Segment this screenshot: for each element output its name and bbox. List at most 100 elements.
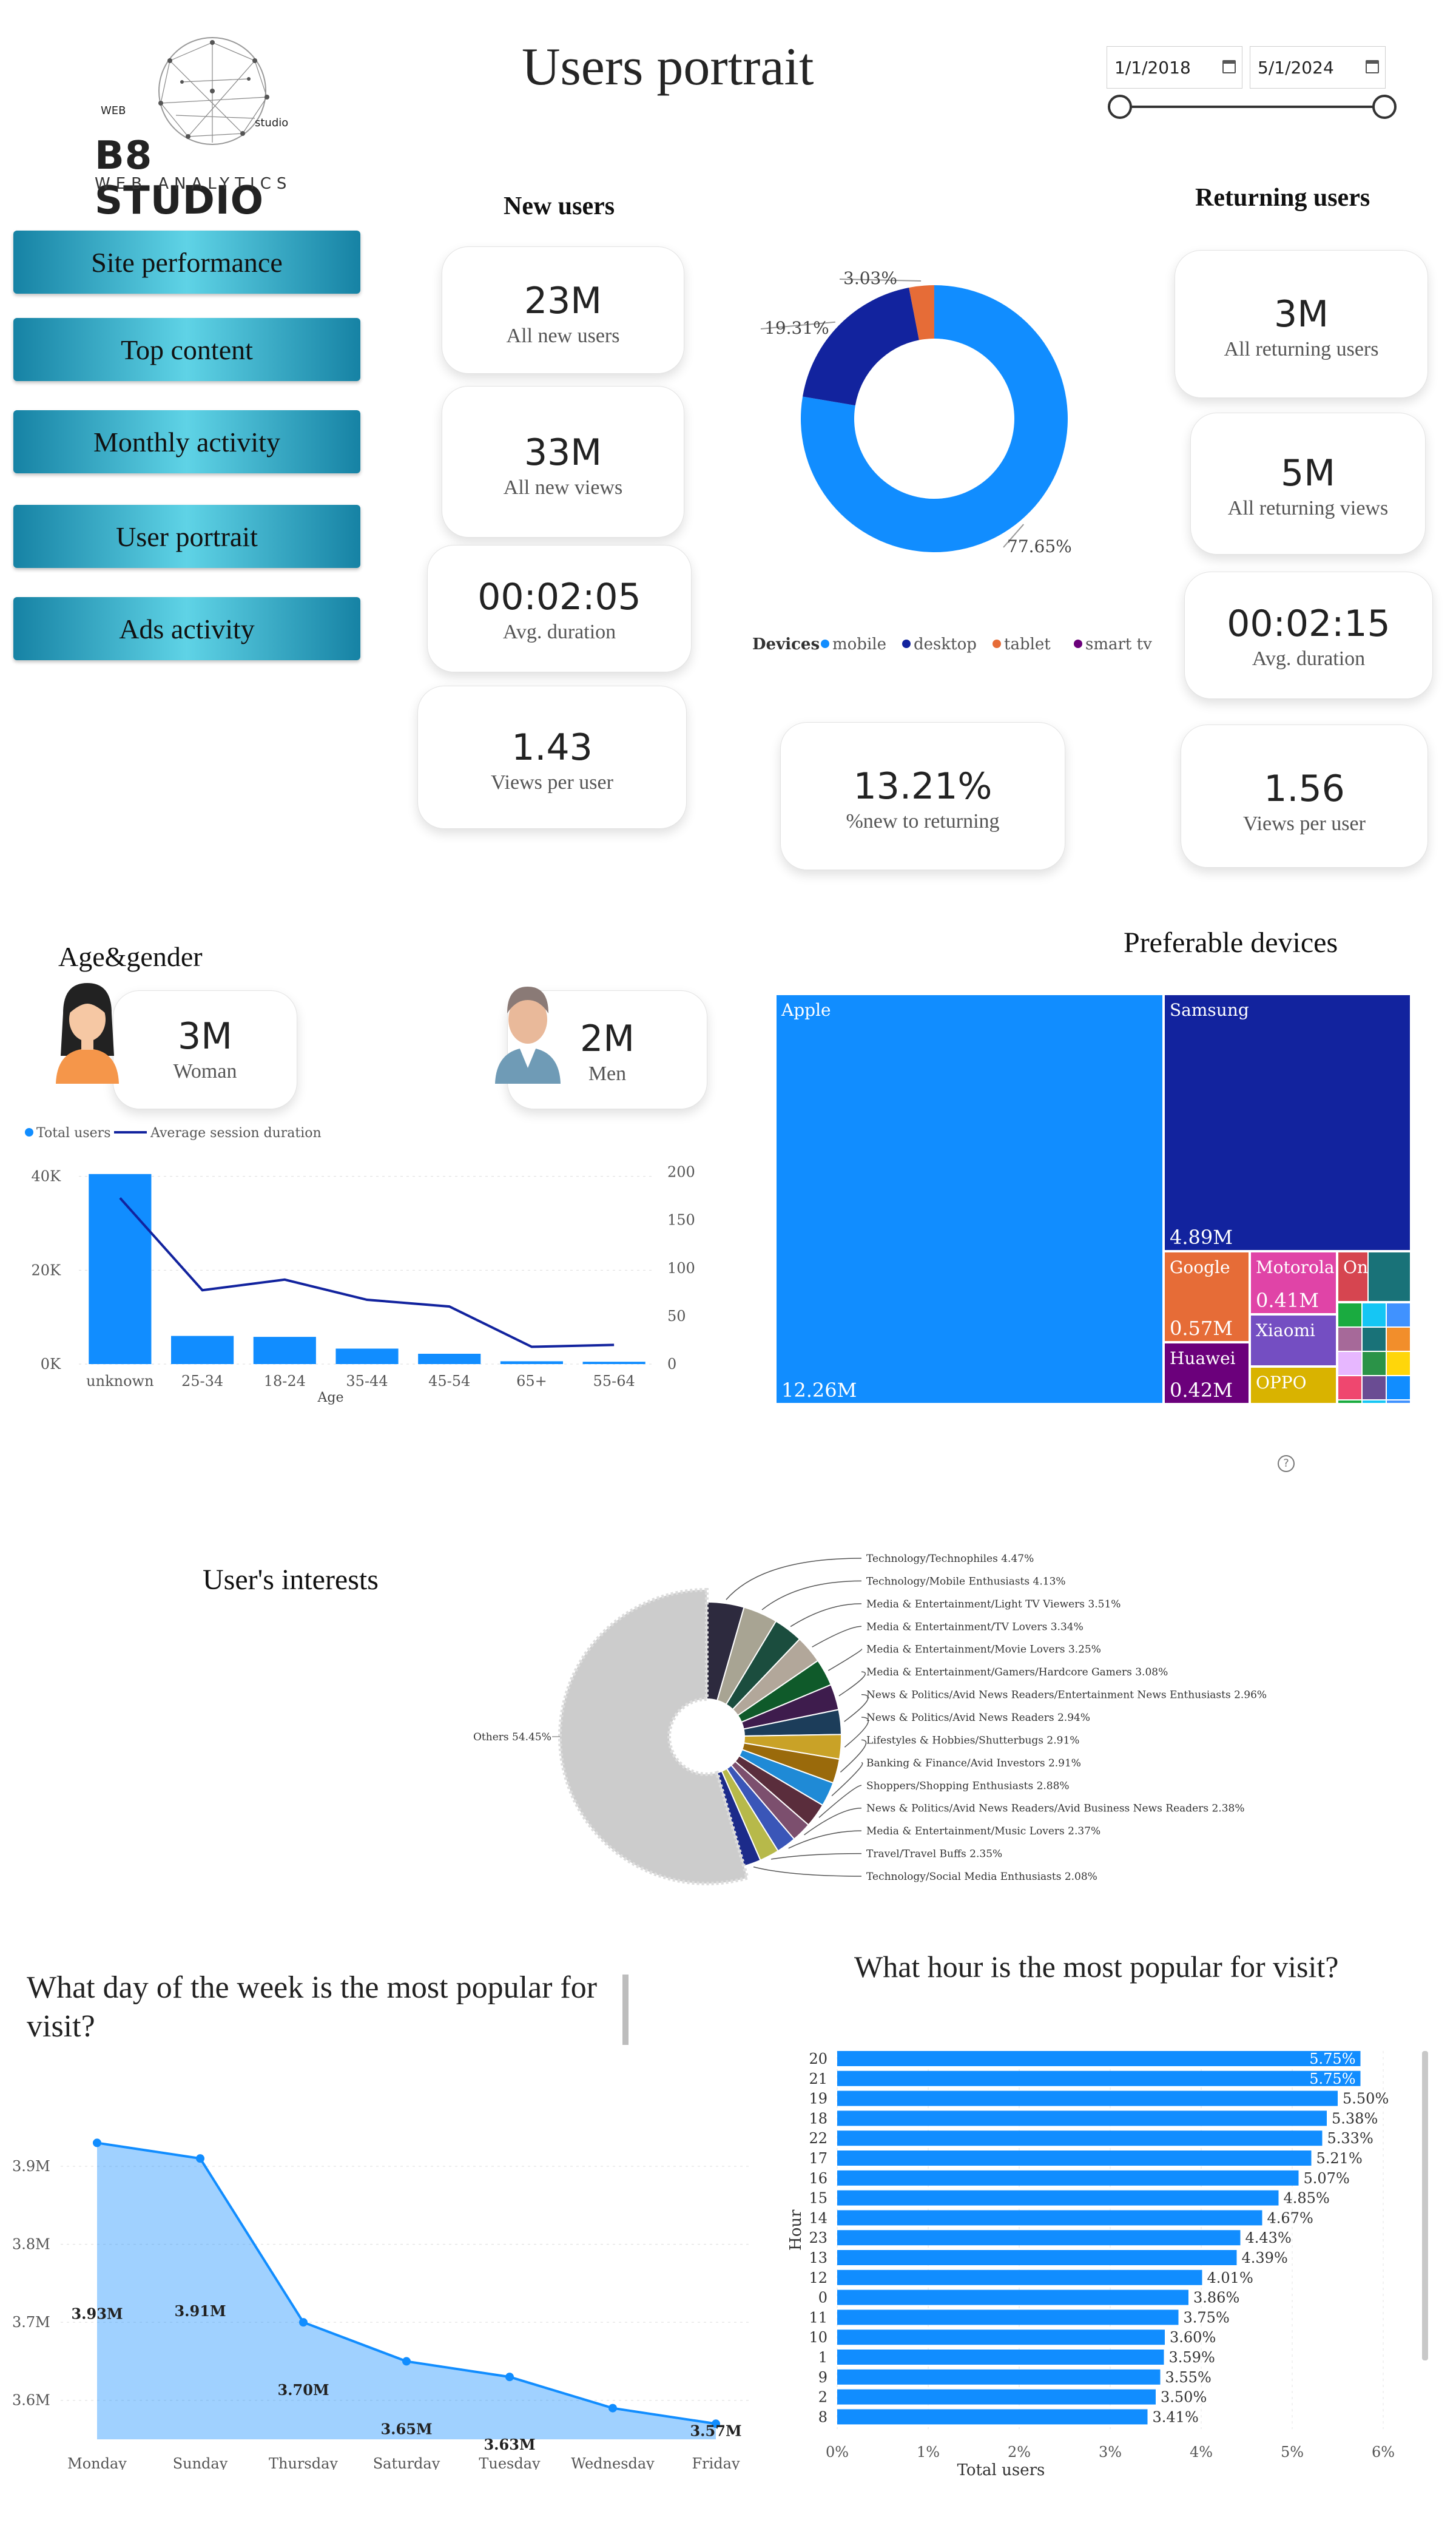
kpi-label: All new users bbox=[506, 325, 620, 347]
point bbox=[299, 2318, 308, 2327]
calendar-icon[interactable] bbox=[1222, 60, 1236, 73]
y-tick-label: 10 bbox=[809, 2329, 827, 2346]
interest-leader bbox=[761, 1580, 862, 1610]
interest-leader bbox=[790, 1603, 862, 1627]
treemap-cell bbox=[1387, 1352, 1410, 1375]
treemap-cell bbox=[777, 995, 1162, 1403]
y-tick-label: 12 bbox=[809, 2269, 827, 2286]
start-date-input[interactable]: 1/1/2018 bbox=[1107, 46, 1242, 89]
data-label: 3.86% bbox=[1193, 2289, 1239, 2306]
bar bbox=[837, 2309, 1179, 2325]
donut-leader bbox=[760, 321, 835, 329]
nav-user-portrait-button[interactable]: User portrait bbox=[13, 505, 360, 568]
legend-item: desktop bbox=[914, 635, 977, 654]
treemap-cell bbox=[1363, 1400, 1386, 1403]
treemap-label: Huawei bbox=[1170, 1348, 1236, 1368]
bar bbox=[837, 2409, 1148, 2425]
x-tick-label: 5% bbox=[1281, 2444, 1304, 2461]
date-slider-track[interactable] bbox=[1119, 106, 1386, 108]
data-label: 3.50% bbox=[1161, 2389, 1207, 2406]
interest-label: Technology/Social Media Enthusiasts 2.08… bbox=[866, 1871, 1097, 1883]
interest-label: Technology/Technophiles 4.47% bbox=[866, 1553, 1034, 1565]
nav-site-performance-button[interactable]: Site performance bbox=[13, 231, 360, 294]
help-icon[interactable]: ? bbox=[1278, 1455, 1295, 1472]
calendar-icon[interactable] bbox=[1366, 60, 1379, 73]
nav-top-content-button[interactable]: Top content bbox=[13, 318, 360, 381]
date-slider-start-handle[interactable] bbox=[1108, 95, 1132, 119]
legend-marker bbox=[993, 640, 1001, 648]
x-tick-label: 35-44 bbox=[346, 1373, 388, 1390]
bar bbox=[837, 2269, 1202, 2285]
treemap-value: 0.42M bbox=[1170, 1379, 1233, 1402]
bar bbox=[582, 1362, 645, 1364]
point bbox=[505, 2373, 514, 2382]
woman-value: 3M bbox=[178, 1015, 232, 1058]
data-label: 5.75% bbox=[1309, 2050, 1355, 2067]
x-tick-label: 3% bbox=[1099, 2444, 1122, 2461]
y-tick-label: 0K bbox=[41, 1356, 61, 1373]
y-tick-label: 11 bbox=[809, 2309, 827, 2326]
legend-title: Devices bbox=[752, 635, 820, 654]
treemap-value: 0.57M bbox=[1170, 1317, 1233, 1340]
y-tick-label: 20K bbox=[32, 1262, 62, 1279]
logo-name: B8 STUDIO bbox=[95, 133, 265, 223]
bar bbox=[837, 2210, 1262, 2226]
treemap-cell bbox=[1338, 1328, 1361, 1351]
treemap-cell bbox=[1363, 1328, 1386, 1351]
data-label: 3.75% bbox=[1184, 2309, 1230, 2326]
nav-monthly-activity-button[interactable]: Monthly activity bbox=[13, 410, 360, 473]
data-label: 3.65M bbox=[380, 2420, 432, 2438]
interest-leader bbox=[838, 1671, 866, 1697]
age-gender-title: Age&gender bbox=[58, 941, 203, 972]
kpi-value: 1.43 bbox=[511, 726, 593, 769]
donut-slice bbox=[803, 288, 919, 406]
treemap-cell bbox=[1251, 1252, 1336, 1313]
treemap-value: 12.26M bbox=[781, 1379, 857, 1402]
interest-leader bbox=[812, 1626, 862, 1647]
bar bbox=[837, 2330, 1165, 2345]
logo-subtitle: WEB ANALYTICS bbox=[95, 175, 292, 193]
treemap-cell bbox=[1338, 1252, 1367, 1301]
treemap-label: Google bbox=[1170, 1257, 1230, 1277]
returning-users-title: Returning users bbox=[1195, 184, 1370, 212]
legend-item: tablet bbox=[1004, 635, 1051, 654]
kpi-value: 00:02:05 bbox=[477, 576, 641, 618]
interest-label: Media & Entertainment/Music Lovers 2.37% bbox=[866, 1825, 1100, 1837]
scrollbar[interactable] bbox=[1422, 2051, 1428, 2360]
end-date-input[interactable]: 5/1/2024 bbox=[1250, 46, 1386, 89]
treemap-cell bbox=[1387, 1303, 1410, 1326]
interest-leader bbox=[770, 1853, 862, 1860]
interest-leader bbox=[840, 1739, 867, 1773]
y-tick-label: 9 bbox=[818, 2369, 827, 2386]
x-tick-label: 4% bbox=[1190, 2444, 1213, 2461]
point bbox=[608, 2404, 617, 2413]
data-label: 3.41% bbox=[1153, 2408, 1199, 2425]
nav-ads-activity-button[interactable]: Ads activity bbox=[13, 597, 360, 660]
date-slider-end-handle[interactable] bbox=[1372, 95, 1397, 119]
kpi-value: 23M bbox=[524, 280, 602, 322]
end-date-value: 5/1/2024 bbox=[1258, 58, 1334, 78]
donut-label: 3.03% bbox=[843, 268, 897, 288]
duration-line bbox=[119, 1197, 615, 1348]
bar bbox=[837, 2070, 1361, 2086]
treemap-cell bbox=[1251, 1316, 1336, 1365]
x-tick-label: Friday bbox=[692, 2455, 740, 2470]
kpi-card: 1.43 Views per user bbox=[417, 686, 687, 829]
y-tick-label: 3.7M bbox=[12, 2314, 50, 2331]
interest-label: Shoppers/Shopping Enthusiasts 2.88% bbox=[866, 1780, 1070, 1792]
man-avatar-icon bbox=[495, 987, 561, 1084]
bar bbox=[837, 2151, 1312, 2166]
data-label: 3.55% bbox=[1165, 2369, 1212, 2386]
interest-label: News & Politics/Avid News Readers 2.94% bbox=[866, 1712, 1090, 1724]
x-tick-label: Thursday bbox=[269, 2455, 338, 2470]
data-label: 3.93M bbox=[71, 2305, 123, 2322]
data-label: 3.57M bbox=[690, 2422, 741, 2439]
bar bbox=[837, 2389, 1156, 2405]
bar bbox=[171, 1336, 234, 1364]
y2-tick-label: 0 bbox=[667, 1356, 676, 1373]
legend-item: Total users bbox=[36, 1126, 110, 1141]
y-axis-label: Hour bbox=[787, 2209, 805, 2251]
legend-marker bbox=[821, 640, 829, 648]
x-tick-label: unknown bbox=[86, 1373, 153, 1390]
interest-leader bbox=[827, 1648, 863, 1671]
